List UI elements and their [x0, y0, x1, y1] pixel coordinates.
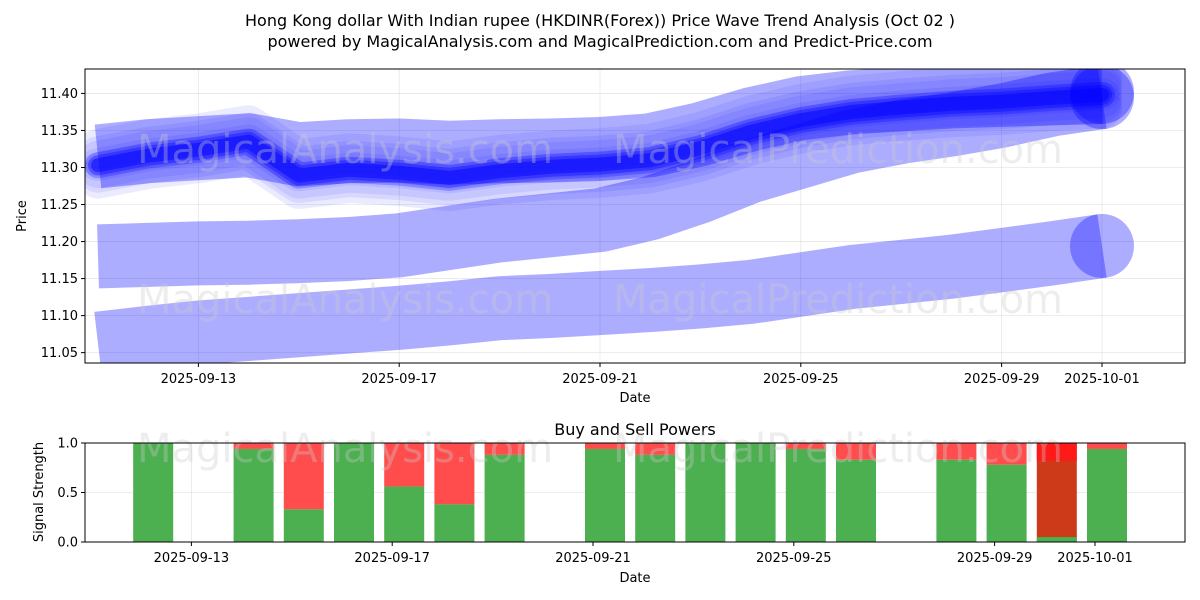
main-wave: [91, 87, 1109, 185]
buy-bar: [986, 464, 1027, 542]
buy-bar: [384, 486, 425, 542]
buy-bar: [434, 504, 475, 542]
power-y-ticks: 0.0 0.5 1.0: [57, 437, 85, 551]
power-bars: [133, 443, 1127, 542]
buy-bar: [233, 448, 274, 542]
power-x-label: Date: [619, 571, 650, 586]
buy-bar: [585, 448, 625, 542]
price-x-tick-label: 2025-09-13: [161, 372, 237, 387]
price-x-tick-label: 2025-09-29: [964, 372, 1040, 387]
price-chart: MagicalAnalysis.com MagicalPrediction.co…: [15, 68, 1186, 406]
power-x-tick-label: 2025-09-17: [354, 551, 430, 566]
price-y-label: Price: [15, 200, 30, 232]
main-wave: [85, 81, 1115, 191]
power-y-tick-label: 0.0: [57, 536, 78, 551]
sell-bar: [936, 443, 977, 460]
sell-bar: [484, 443, 525, 455]
sell-bar-top: [1036, 443, 1077, 461]
price-y-tick-label: 11.10: [41, 309, 78, 324]
buy-bar: [735, 443, 776, 542]
price-y-tick-label: 11.25: [41, 198, 78, 213]
wave-band-soft: [85, 77, 1122, 201]
price-x-tick-label: 2025-10-01: [1064, 372, 1140, 387]
buy-bar: [283, 509, 324, 542]
wave-band-soft: [85, 82, 1122, 206]
wave-band: [94, 214, 1107, 363]
buy-bar: [1036, 537, 1077, 542]
sell-bar: [434, 443, 475, 505]
price-axes-frame: [84, 68, 1186, 364]
price-y-tick-label: 11.35: [41, 124, 78, 139]
sell-bar: [233, 443, 274, 449]
wave-band-soft: [85, 88, 1122, 212]
chart-title: Hong Kong dollar With Indian rupee (HKDI…: [245, 11, 955, 30]
price-watermarks: MagicalAnalysis.com MagicalPrediction.co…: [137, 127, 1063, 323]
sell-bar: [635, 443, 676, 455]
power-y-tick-label: 0.5: [57, 486, 78, 501]
buy-bar: [685, 443, 726, 542]
buy-bar: [484, 454, 525, 542]
price-waves: [85, 69, 1134, 363]
power-x-tick-label: 2025-09-13: [154, 551, 230, 566]
wave-band-soft: [85, 69, 1122, 182]
buy-bar: [836, 459, 876, 542]
watermark-analysis: MagicalAnalysis.com: [137, 277, 553, 323]
sell-bar: [384, 443, 425, 487]
price-x-ticks: 2025-09-13 2025-09-17 2025-09-21 2025-09-25…: [161, 363, 1140, 387]
power-chart: Buy and Sell Powers MagicalAnalysis.com …: [32, 420, 1186, 586]
buy-bar: [785, 448, 826, 542]
watermark-prediction: MagicalPrediction.com: [613, 277, 1063, 323]
price-x-tick-label: 2025-09-17: [361, 372, 437, 387]
wave-band-end: [1070, 69, 1134, 130]
watermark-prediction: MagicalPrediction.com: [613, 127, 1063, 173]
main-wave: [88, 84, 1112, 188]
price-grid: [85, 69, 1185, 363]
power-title: Buy and Sell Powers: [554, 420, 716, 439]
wave-band-soft: [85, 70, 1122, 194]
power-x-tick-label: 2025-09-25: [756, 551, 832, 566]
power-x-tick-label: 2025-10-01: [1057, 551, 1133, 566]
watermark-analysis: MagicalAnalysis.com: [137, 127, 553, 173]
wave-band: [97, 69, 1107, 289]
chart-subtitle: powered by MagicalAnalysis.com and Magic…: [267, 32, 932, 51]
buy-bar: [635, 454, 676, 542]
price-y-tick-label: 11.15: [41, 272, 78, 287]
wave-band-soft: [85, 69, 1122, 189]
price-y-tick-label: 11.05: [41, 346, 78, 361]
price-y-tick-label: 11.40: [41, 87, 78, 102]
sell-bar: [836, 443, 876, 460]
price-x-tick-label: 2025-09-25: [763, 372, 839, 387]
sell-bar: [585, 443, 625, 449]
power-x-tick-label: 2025-09-21: [555, 551, 631, 566]
price-y-tick-label: 11.20: [41, 235, 78, 250]
buy-bar: [334, 443, 374, 542]
power-y-tick-label: 1.0: [57, 437, 78, 452]
wave-band: [94, 69, 1103, 189]
sell-bar: [785, 443, 826, 449]
sell-bar: [1087, 443, 1127, 449]
price-x-label: Date: [619, 391, 650, 406]
price-y-ticks: 11.05 11.10 11.15 11.20 11.25 11.30 11.35 11.40: [41, 87, 85, 361]
power-y-label: Signal Strength: [32, 442, 47, 542]
sell-bar: [283, 443, 324, 510]
buy-bar: [936, 459, 977, 542]
buy-bar: [133, 443, 174, 542]
watermark-prediction: MagicalPrediction.com: [613, 426, 1063, 472]
wave-band-end: [1070, 213, 1134, 278]
power-x-ticks: 2025-09-13 2025-09-17 2025-09-21 2025-09-25…: [154, 542, 1133, 566]
watermark-analysis: MagicalAnalysis.com: [137, 426, 553, 472]
sell-bar: [986, 443, 1027, 465]
price-x-tick-label: 2025-09-21: [562, 372, 638, 387]
buy-bar: [1087, 448, 1127, 542]
wave-band-end: [1070, 69, 1134, 124]
price-y-tick-label: 11.30: [41, 161, 78, 176]
power-x-tick-label: 2025-09-29: [957, 551, 1033, 566]
